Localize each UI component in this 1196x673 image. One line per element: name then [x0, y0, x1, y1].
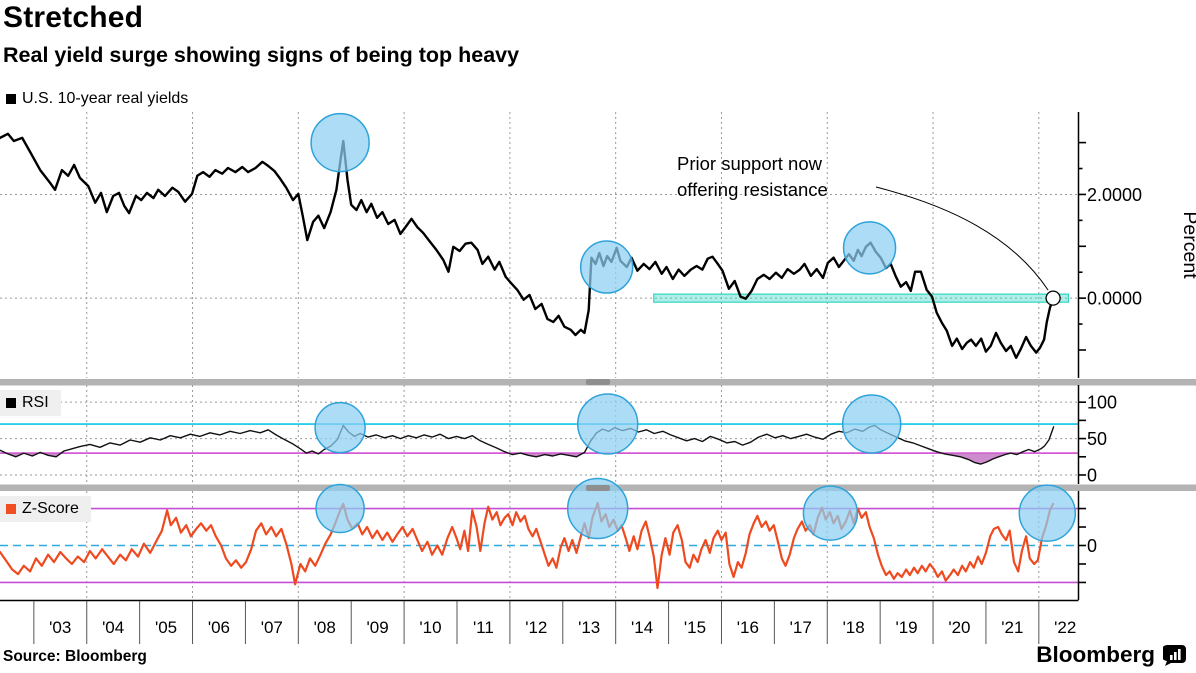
highlight-circle — [315, 483, 365, 534]
series-rsi — [0, 424, 1055, 465]
x-tick-label: '10 — [419, 618, 441, 637]
annotation-pointer-line — [875, 186, 1049, 291]
brand-wordmark: Bloomberg — [1036, 642, 1155, 667]
x-tick-label: '06 — [208, 618, 230, 637]
source-credit: Source: Bloomberg — [3, 648, 147, 665]
highlight-circle — [1018, 484, 1077, 542]
zscore-legend-swatch-icon — [6, 504, 16, 514]
support-resistance-band — [653, 293, 1070, 303]
bloomberg-logo-icon — [1163, 644, 1186, 666]
x-tick-label: '08 — [314, 618, 336, 637]
svg-text:0.0000: 0.0000 — [1087, 289, 1142, 309]
x-tick-label: '20 — [948, 618, 970, 637]
x-tick-label: '22 — [1054, 618, 1076, 637]
svg-text:0: 0 — [1087, 536, 1097, 556]
x-tick-label: '15 — [684, 618, 706, 637]
x-tick-label: '11 — [473, 618, 494, 637]
panel-rsi: 100 50 0 — [0, 385, 1117, 485]
x-tick-label: '03 — [49, 618, 71, 637]
annotation-line2: offering resistance — [677, 179, 828, 200]
x-tick-label: '17 — [790, 618, 812, 637]
panel-zscore: 0 — [0, 477, 1097, 600]
panel-divider-handle-top[interactable] — [586, 379, 610, 385]
page-subtitle: Real yield surge showing signs of being … — [3, 43, 520, 67]
x-tick-label: '07 — [261, 618, 283, 637]
x-tick-label: '19 — [895, 618, 917, 637]
yields-legend-label: U.S. 10-year real yields — [22, 90, 189, 107]
highlight-circle — [842, 221, 897, 275]
panel-yields: 2.0000 0.0000 Percent — [0, 112, 1196, 378]
y-axis-title: Percent — [1179, 211, 1196, 279]
x-tick-label: '18 — [843, 618, 865, 637]
x-tick-label: '09 — [367, 618, 389, 637]
highlight-circle — [576, 393, 639, 455]
x-tick-label: '04 — [102, 618, 124, 637]
zscore-legend-label: Z-Score — [22, 500, 79, 517]
brand-footer: Bloomberg — [1036, 642, 1186, 668]
legend-yields: U.S. 10-year real yields — [6, 90, 188, 108]
legend-zscore: Z-Score — [0, 496, 91, 522]
svg-text:0: 0 — [1087, 465, 1097, 485]
highlight-circle — [314, 401, 366, 454]
x-tick-label: '14 — [631, 618, 653, 637]
annotation-text: Prior support now offering resistance — [677, 151, 828, 203]
x-tick-label: '16 — [737, 618, 759, 637]
x-tick-label: '21 — [1001, 618, 1023, 637]
rsi-legend-swatch-icon — [6, 398, 16, 408]
x-tick-label: '05 — [155, 618, 177, 637]
x-axis: '03 '04 '05 '06 '07 '08 '09 '10 '11 '12 '13 '14 '15 '… — [0, 599, 1079, 644]
resistance-touch-marker — [1045, 290, 1061, 306]
highlight-circle — [841, 394, 902, 454]
panel-divider-handle-bottom[interactable] — [586, 485, 610, 491]
page-title: Stretched — [3, 1, 144, 34]
highlight-circle — [566, 477, 629, 540]
series-zscore — [0, 501, 1055, 590]
series-yields — [0, 132, 1055, 359]
yields-legend-swatch-icon — [6, 94, 16, 104]
x-tick-label: '13 — [578, 618, 600, 637]
rsi-legend-label: RSI — [22, 394, 49, 411]
highlight-circle — [579, 240, 634, 294]
svg-text:100: 100 — [1087, 393, 1117, 413]
svg-text:50: 50 — [1087, 429, 1107, 449]
highlight-circle — [310, 112, 370, 173]
highlight-circle — [802, 485, 859, 541]
annotation-line1: Prior support now — [677, 153, 822, 174]
legend-rsi: RSI — [0, 390, 61, 416]
x-tick-label: '12 — [525, 618, 547, 637]
svg-text:2.0000: 2.0000 — [1087, 185, 1142, 205]
